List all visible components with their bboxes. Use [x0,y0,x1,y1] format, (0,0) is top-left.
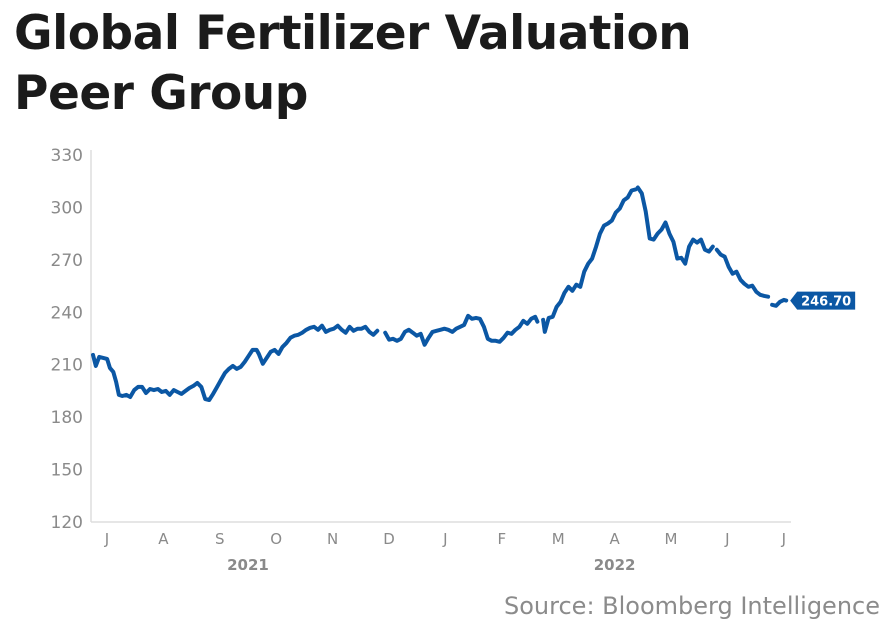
x-tick-label: F [497,530,506,548]
y-tick-label: 120 [51,513,83,533]
year-label: 2022 [594,556,636,574]
y-tick-label: 240 [51,303,83,323]
x-tick-label: J [781,530,786,548]
last-value-badge [790,291,856,310]
series-line-segment [383,313,540,347]
x-tick-label: J [442,530,447,548]
x-tick-label: A [609,530,620,548]
y-tick-label: 270 [51,251,83,271]
series-line-segment [770,297,789,308]
last-value-label: 246.70 [790,291,856,310]
series-line-segment [91,323,380,402]
x-tick-label: M [552,530,565,548]
x-tick-label: J [104,530,109,548]
source-note: Source: Bloomberg Intelligence [504,592,880,620]
x-tick-label: M [665,530,678,548]
x-tick-label: S [215,530,225,548]
year-labels: 2021 2022 [227,556,635,574]
y-tick-label: 300 [51,198,83,218]
last-value-text: 246.70 [801,295,851,310]
series-lines [91,185,789,402]
series-line-segment [714,247,771,299]
x-tick-label: N [327,530,338,548]
year-label: 2021 [227,556,269,574]
chart-title-line-1: Global Fertilizer Valuation [14,6,692,61]
x-tick-label: J [724,530,729,548]
chart-title: Global Fertilizer Valuation Peer Group [14,4,692,124]
chart-title-line-2: Peer Group [14,66,308,121]
x-tick-label: O [270,530,282,548]
y-tick-label: 180 [51,408,83,428]
y-tick-label: 330 [51,146,83,166]
x-tick-label: D [383,530,395,548]
series-line-segment [635,185,715,266]
y-tick-label: 210 [51,356,83,376]
y-axis-ticks: 120 150 180 210 240 270 300 330 [51,146,83,533]
series-line-segment [541,187,638,334]
y-tick-label: 150 [51,461,83,481]
x-tick-label: A [158,530,169,548]
